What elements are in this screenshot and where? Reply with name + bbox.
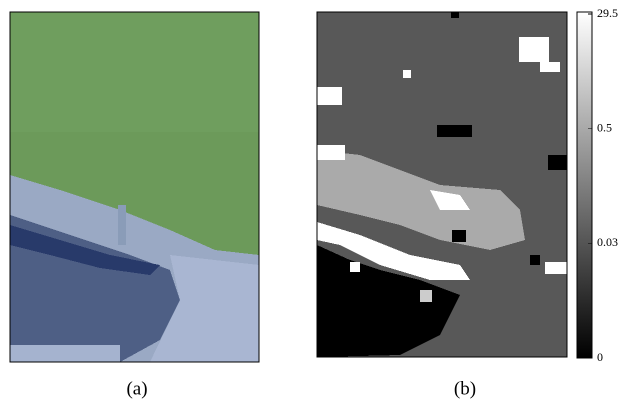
tick-label: 0 [597, 350, 603, 364]
caption: (a) [126, 378, 147, 399]
tick-label: 0.03 [597, 235, 618, 249]
figure: 0 0.03 0.5 29.5 (a) (b) [0, 0, 632, 402]
map-panel [317, 12, 567, 357]
tick-label: 0.5 [597, 120, 612, 134]
colorbar [577, 12, 592, 358]
caption: (b) [454, 378, 476, 399]
colorbar-ticks: 0 0.03 0.5 29.5 [588, 6, 618, 364]
photo-panel [10, 12, 259, 362]
tick-label: 29.5 [597, 6, 618, 20]
